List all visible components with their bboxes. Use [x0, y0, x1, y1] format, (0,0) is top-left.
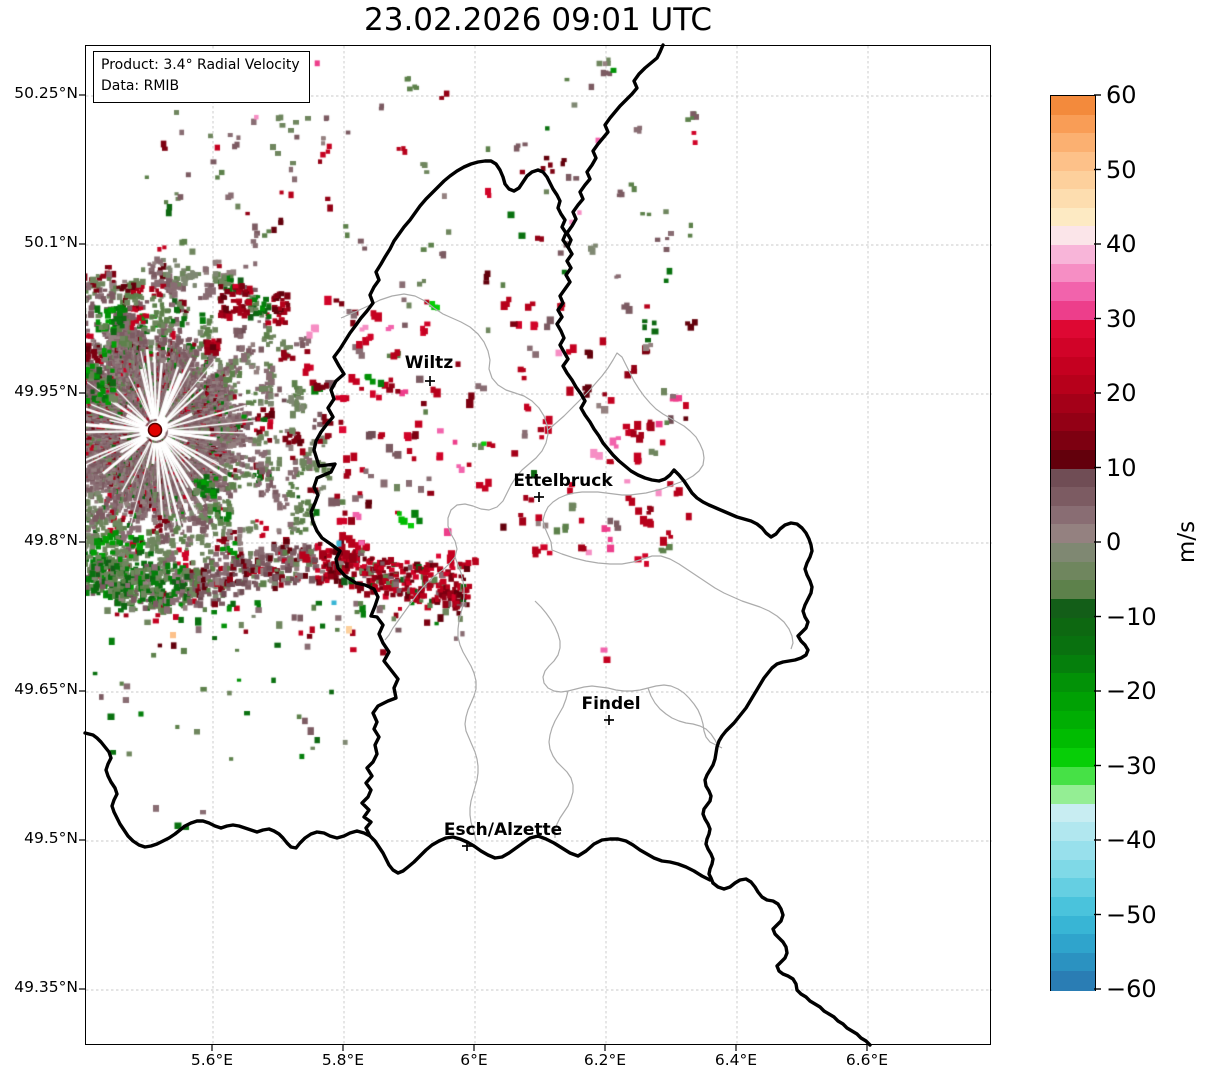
colorbar-band [1051, 859, 1095, 879]
plot-area: Product: 3.4° Radial Velocity Data: RMIB [85, 45, 992, 1046]
colorbar-tick-label: 50 [1106, 155, 1137, 184]
colorbar-band [1051, 524, 1095, 544]
x-tick-label: 6°E [460, 1051, 488, 1069]
colorbar-band [1051, 96, 1095, 116]
colorbar-band [1051, 878, 1095, 898]
colorbar-tick-label: −10 [1106, 602, 1157, 631]
colorbar-band [1051, 319, 1095, 339]
colorbar-band [1051, 971, 1095, 991]
colorbar-band [1051, 133, 1095, 153]
colorbar-band [1051, 915, 1095, 935]
x-tick-label: 6.2°E [583, 1051, 627, 1069]
colorbar-band [1051, 468, 1095, 488]
y-tick-label: 50.1°N [24, 233, 78, 251]
x-tick-label: 6.6°E [845, 1051, 889, 1069]
colorbar-band [1051, 431, 1095, 451]
city-label: Findel [581, 694, 641, 714]
product-info-box: Product: 3.4° Radial Velocity Data: RMIB [93, 51, 310, 103]
colorbar-band [1051, 282, 1095, 302]
colorbar-band [1051, 189, 1095, 209]
colorbar-band [1051, 561, 1095, 581]
colorbar-band [1051, 598, 1095, 618]
colorbar-tick-label: −20 [1106, 677, 1157, 705]
colorbar-band [1051, 412, 1095, 432]
y-tick-label: 50.25°N [14, 84, 78, 102]
y-tick-label: 49.35°N [14, 978, 78, 996]
colorbar-band [1051, 394, 1095, 414]
colorbar-band [1051, 226, 1095, 246]
colorbar-tick-label: 0 [1106, 528, 1122, 556]
colorbar-band [1051, 375, 1095, 395]
y-tick-label: 49.95°N [14, 382, 78, 400]
colorbar-band [1051, 710, 1095, 730]
colorbar-band [1051, 170, 1095, 190]
colorbar-unit-label: m/s [1173, 520, 1200, 564]
colorbar-band [1051, 636, 1095, 656]
colorbar-tick-label: −40 [1106, 826, 1157, 854]
y-tick-label: 49.8°N [24, 531, 78, 549]
colorbar-band [1051, 543, 1095, 563]
colorbar-tick-label: 10 [1106, 453, 1137, 482]
city-label: Ettelbruck [513, 471, 613, 491]
colorbar-band [1051, 692, 1095, 712]
colorbar-band [1051, 580, 1095, 600]
colorbar [1050, 95, 1096, 991]
colorbar-band [1051, 803, 1095, 823]
colorbar-band [1051, 207, 1095, 227]
colorbar-band [1051, 673, 1095, 693]
colorbar-tick-label: −60 [1106, 975, 1157, 1003]
product-info-line2: Data: RMIB [101, 78, 180, 94]
colorbar-band [1051, 617, 1095, 637]
colorbar-band [1051, 822, 1095, 842]
radar-scatter-canvas [86, 46, 992, 1046]
colorbar-band [1051, 654, 1095, 674]
x-tick-label: 5.8°E [321, 1051, 365, 1069]
colorbar-band [1051, 747, 1095, 767]
colorbar-band [1051, 505, 1095, 525]
y-tick-label: 49.5°N [24, 829, 78, 847]
colorbar-tick-label: −30 [1106, 751, 1157, 780]
colorbar-band [1051, 300, 1095, 320]
colorbar-tick-label: 20 [1106, 379, 1137, 407]
colorbar-band [1051, 449, 1095, 469]
x-tick-label: 6.4°E [714, 1051, 758, 1069]
colorbar-band [1051, 952, 1095, 972]
colorbar-tick-label: 40 [1106, 230, 1137, 258]
colorbar-band [1051, 263, 1095, 283]
colorbar-tick-label: 60 [1106, 81, 1137, 109]
colorbar-band [1051, 114, 1095, 134]
colorbar-band [1051, 151, 1095, 171]
colorbar-tick-label: 30 [1106, 304, 1137, 333]
city-label: Wiltz [404, 353, 454, 373]
colorbar-band [1051, 356, 1095, 376]
colorbar-band [1051, 841, 1095, 861]
colorbar-band [1051, 487, 1095, 507]
product-info-line1: Product: 3.4° Radial Velocity [101, 57, 300, 73]
y-tick-label: 49.65°N [14, 680, 78, 698]
page-title: 23.02.2026 09:01 UTC [364, 2, 712, 38]
colorbar-band [1051, 245, 1095, 265]
colorbar-band [1051, 729, 1095, 749]
city-label: Esch/Alzette [443, 820, 563, 840]
colorbar-band [1051, 896, 1095, 916]
colorbar-band [1051, 338, 1095, 358]
colorbar-band [1051, 766, 1095, 786]
colorbar-band [1051, 934, 1095, 954]
colorbar-tick-label: −50 [1106, 900, 1157, 929]
x-tick-label: 5.6°E [190, 1051, 234, 1069]
colorbar-band [1051, 785, 1095, 805]
